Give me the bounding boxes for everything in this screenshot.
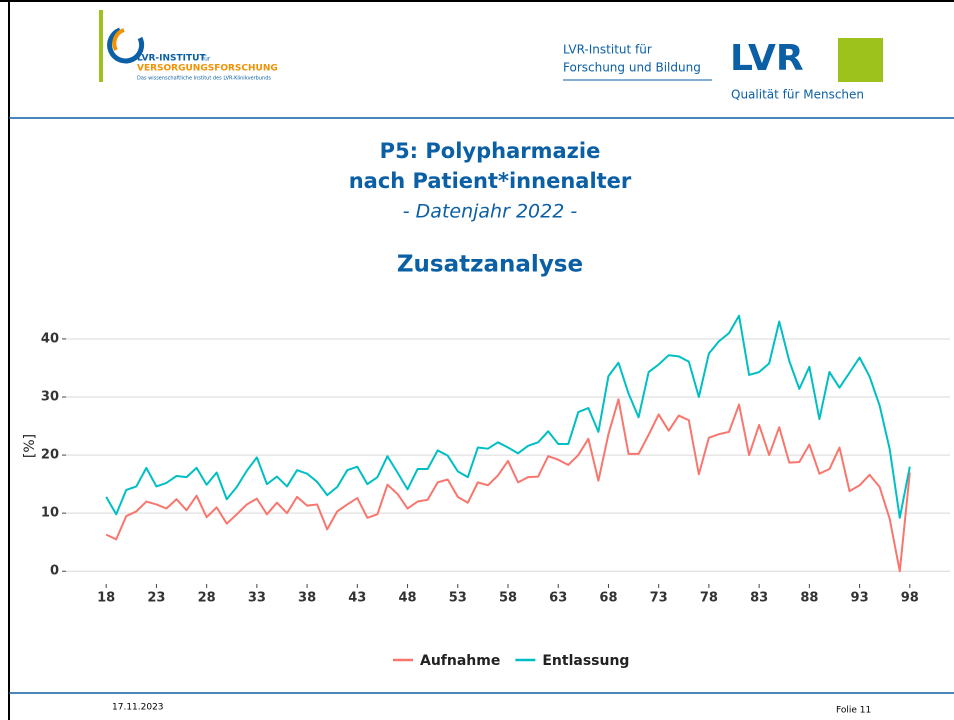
x-tick-label: 43 <box>348 591 366 606</box>
green-bar <box>99 10 103 82</box>
x-tick-label: 33 <box>248 591 266 606</box>
x-tick-label: 23 <box>147 591 165 606</box>
legend-label: Entlassung <box>542 653 629 669</box>
x-tick-label: 38 <box>298 591 316 606</box>
legend-label: Aufnahme <box>420 653 500 669</box>
line-series <box>105 314 911 519</box>
x-tick-label: 53 <box>449 591 467 606</box>
y-tick-label: 30 <box>41 390 59 405</box>
lvr-text: Forschung und Bildung <box>563 61 701 75</box>
plot: 0 10 20 30 40 18 23 28 33 38 43 48 53 58 63 68 73 78 83 88 9… <box>41 314 950 669</box>
title: P5: Polypharmazie <box>380 139 601 163</box>
subtitle2: Zusatzanalyse <box>397 252 583 278</box>
x-tick-label: 28 <box>198 591 216 606</box>
x-tick-label: 58 <box>499 591 517 606</box>
lvr-text: LVR-Institut für <box>563 43 652 57</box>
line-series <box>105 398 911 573</box>
x-tick-label: 63 <box>549 591 567 606</box>
y-axis-label: [%] <box>22 434 38 458</box>
logo-arc <box>107 27 145 64</box>
subtitle: - Datenjahr 2022 - <box>403 201 578 223</box>
y-tick-label: 10 <box>41 506 59 521</box>
x-tick-label: 88 <box>800 591 818 606</box>
footer-slide: Folie 11 <box>836 706 871 716</box>
x-tick-label: 98 <box>901 591 919 606</box>
x-tick-label: 78 <box>700 591 718 606</box>
institute-fuer: für <box>202 56 211 63</box>
x-tick-label: 73 <box>650 591 668 606</box>
x-tick-label: 93 <box>851 591 869 606</box>
footer-date: 17.11.2023 <box>112 703 164 713</box>
y-tick-label: 0 <box>50 564 59 579</box>
institute-name2: VERSORGUNGSFORSCHUNG <box>137 64 278 74</box>
y-tick-label: 40 <box>41 331 59 346</box>
institute-name: LVR-INSTITUT <box>137 54 206 64</box>
x-tick-label: 48 <box>398 591 416 606</box>
y-tick-label: 20 <box>41 448 59 463</box>
lvr-logo-green <box>838 38 883 82</box>
institute-sub: Das wissenschaftliche Institut des LVR-K… <box>137 76 271 82</box>
lvr-slogan: Qualität für Menschen <box>731 88 864 102</box>
x-tick-label: 83 <box>750 591 768 606</box>
x-tick-label: 18 <box>97 591 115 606</box>
logo-arc2 <box>112 28 125 51</box>
x-tick-label: 68 <box>599 591 617 606</box>
title: nach Patient*innenalter <box>349 169 632 193</box>
lvr-logo: LVR <box>730 38 804 79</box>
